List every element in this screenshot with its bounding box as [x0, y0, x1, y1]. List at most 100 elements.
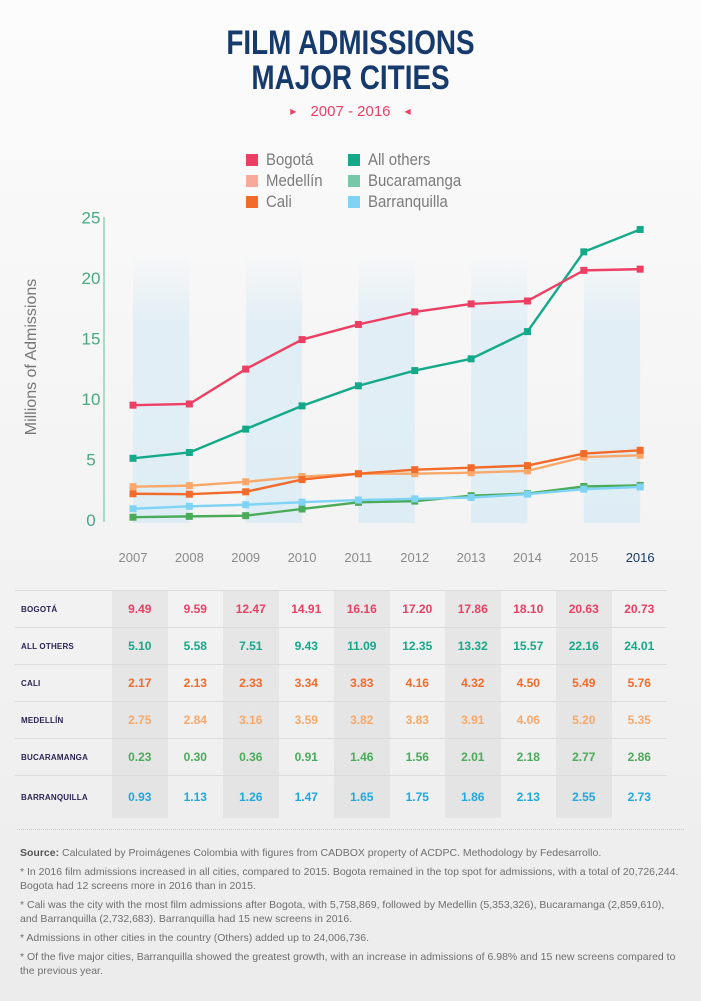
- data-point: [242, 425, 250, 433]
- table-cell: 1.26: [223, 775, 279, 818]
- source-note: Source: Calculated by Proimágenes Colomb…: [20, 846, 680, 860]
- table-cell: 3.16: [223, 701, 279, 739]
- data-point: [467, 355, 475, 363]
- data-point: [411, 367, 419, 375]
- title-line-1: FILM ADMISSIONS: [226, 24, 475, 62]
- data-point: [298, 505, 306, 513]
- data-point: [467, 300, 475, 308]
- table-cell: 1.86: [445, 775, 501, 818]
- title-line-2: MAJOR CITIES: [251, 59, 450, 97]
- data-point: [636, 446, 644, 454]
- table-row: BUCARAMANGA 0.23 0.30 0.36 0.91 1.46 1.56 2.01 2…: [15, 738, 667, 776]
- row-label: BARRANQUILLA: [15, 775, 112, 818]
- table-cell: 2.33: [223, 664, 279, 702]
- legend-swatch: [246, 195, 258, 208]
- data-point: [467, 493, 475, 501]
- row-label: CALI: [15, 664, 112, 702]
- table-cell: 3.83: [334, 664, 390, 702]
- column-bands: [133, 255, 641, 523]
- column-band: [583, 255, 641, 523]
- column-band: [133, 255, 190, 523]
- legend: Bogotá All others Medellín Bucaramanga C…: [246, 150, 478, 211]
- table-cell: 22.16: [556, 627, 612, 665]
- data-point: [129, 454, 137, 462]
- table-cell: 20.63: [556, 590, 612, 628]
- data-point: [242, 501, 250, 509]
- table-cell: 0.36: [223, 738, 279, 776]
- data-point: [298, 402, 306, 410]
- table-cell: 2.86: [611, 738, 667, 776]
- y-tick-label: 25: [82, 209, 101, 228]
- legend-swatch: [348, 195, 360, 208]
- table-cell: 0.91: [278, 738, 334, 776]
- series-line: [132, 485, 641, 510]
- data-point: [185, 482, 193, 490]
- y-ticks: 0 5 10 15 20 25: [82, 209, 101, 531]
- table-cell: 16.16: [334, 590, 390, 628]
- table-cell: 18.10: [500, 590, 556, 628]
- legend-label: Medellín: [266, 170, 323, 190]
- x-tick-label: 2008: [175, 550, 204, 565]
- table-cell: 17.86: [445, 590, 501, 628]
- series-lines: [129, 225, 644, 521]
- table-cell: 2.84: [167, 701, 223, 739]
- row-label: BOGOTÁ: [15, 590, 112, 628]
- data-point: [523, 490, 531, 498]
- legend-swatch: [348, 153, 360, 166]
- legend-label: All others: [368, 149, 431, 169]
- table-cell: 2.75: [112, 701, 168, 739]
- y-tick-label: 0: [86, 511, 95, 530]
- note-item: * Of the five major cities, Barranquilla…: [20, 951, 676, 977]
- data-point: [467, 464, 475, 472]
- data-point: [185, 512, 193, 520]
- divider: [17, 829, 684, 830]
- series-line: [132, 228, 641, 460]
- x-tick-label: 2015: [569, 550, 598, 565]
- legend-swatch: [246, 153, 258, 166]
- data-point: [411, 470, 419, 478]
- table-cell: 1.56: [389, 738, 445, 776]
- chart-subtitle: ▶ 2007 - 2016 ◀: [0, 103, 701, 120]
- x-tick-label: 2012: [400, 550, 429, 565]
- table-cell: 17.20: [389, 590, 445, 628]
- data-point: [354, 496, 362, 504]
- table-cell: 0.30: [167, 738, 223, 776]
- table-cell: 20.73: [611, 590, 667, 628]
- data-point: [129, 401, 137, 409]
- table-cell: 2.55: [556, 775, 612, 818]
- table-cell: 7.51: [223, 627, 279, 665]
- note-item: * Admissions in other cities in the coun…: [20, 932, 370, 944]
- table-cell: 3.59: [278, 701, 334, 739]
- row-label: ALL OTHERS: [15, 627, 112, 665]
- legend-label: Bogotá: [266, 149, 314, 169]
- series-all-others: [129, 225, 644, 462]
- data-point: [580, 450, 588, 458]
- table-cell: 2.73: [611, 775, 667, 818]
- data-point: [129, 483, 137, 491]
- table-cell: 15.57: [500, 627, 556, 665]
- table-cell: 4.32: [445, 664, 501, 702]
- triangle-right-icon: ▶: [290, 107, 297, 116]
- data-point: [298, 476, 306, 484]
- table-cell: 2.77: [556, 738, 612, 776]
- table-cell: 14.91: [278, 590, 334, 628]
- y-tick-label: 15: [82, 330, 101, 349]
- table-cell: 9.43: [278, 627, 334, 665]
- table-cell: 9.49: [112, 590, 168, 628]
- table-cell: 2.13: [500, 775, 556, 818]
- table-cell: 1.75: [389, 775, 445, 818]
- source-text: Calculated by Proimágenes Colombia with …: [59, 847, 602, 859]
- data-point: [129, 490, 137, 498]
- table-cell: 1.65: [334, 775, 390, 818]
- table-cell: 3.83: [389, 701, 445, 739]
- y-tick-label: 20: [82, 269, 101, 288]
- y-tick-label: 5: [86, 451, 95, 470]
- table-row: CALI 2.17 2.13 2.33 3.34 3.83 4.16 4.32 4.50 5.49…: [15, 664, 667, 702]
- data-point: [523, 462, 531, 470]
- y-tick-label: 10: [82, 390, 101, 409]
- x-tick-label: 2013: [457, 550, 486, 565]
- data-point: [354, 382, 362, 390]
- source-label: Source:: [20, 847, 60, 859]
- data-point: [636, 483, 644, 491]
- series-line: [132, 454, 641, 488]
